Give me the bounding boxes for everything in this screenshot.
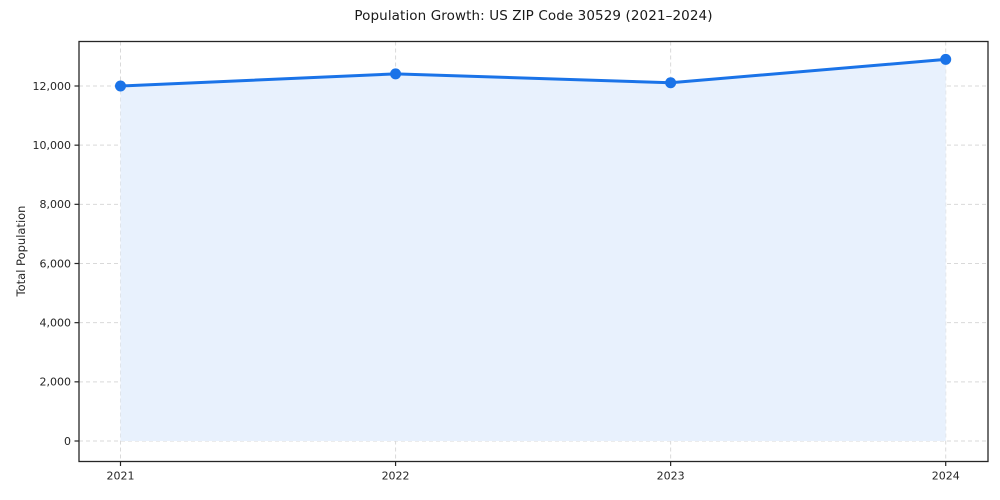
data-point: [390, 68, 402, 80]
x-tick-label: 2022: [382, 470, 410, 483]
chart-title: Population Growth: US ZIP Code 30529 (20…: [354, 8, 713, 24]
y-tick-label: 6,000: [40, 257, 72, 270]
x-tick-label: 2024: [932, 470, 960, 483]
y-tick-label: 8,000: [40, 198, 72, 211]
y-tick-label: 12,000: [33, 80, 72, 93]
data-point: [665, 77, 677, 89]
x-tick-label: 2021: [107, 470, 135, 483]
y-tick-label: 10,000: [33, 139, 72, 152]
data-line: [119, 57, 948, 88]
data-point: [940, 53, 952, 65]
y-tick-label: 4,000: [40, 316, 72, 329]
x-tick-label: 2023: [657, 470, 685, 483]
y-tick-label: 0: [64, 435, 71, 448]
plot-border: [78, 40, 989, 463]
data-point: [115, 80, 126, 92]
y-tick-label: 2,000: [40, 376, 72, 389]
area-fill: [120, 59, 946, 441]
